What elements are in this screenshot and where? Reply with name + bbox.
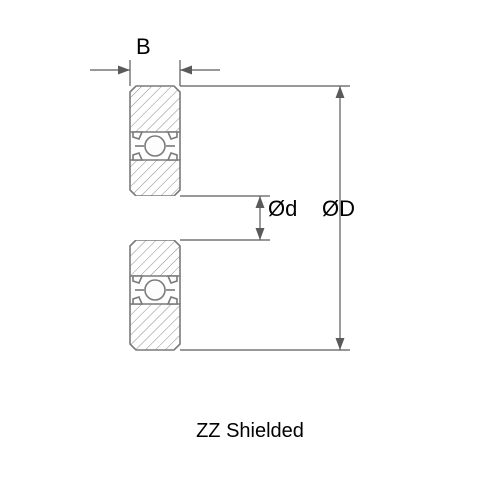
diagram-caption: ZZ Shielded: [0, 420, 500, 443]
width-label: B: [136, 34, 151, 60]
inner-diameter-label: Ød: [268, 196, 297, 222]
outer-diameter-label: ØD: [322, 196, 355, 222]
bearing-diagram: B Ød ØD ZZ Shielded: [0, 0, 500, 500]
